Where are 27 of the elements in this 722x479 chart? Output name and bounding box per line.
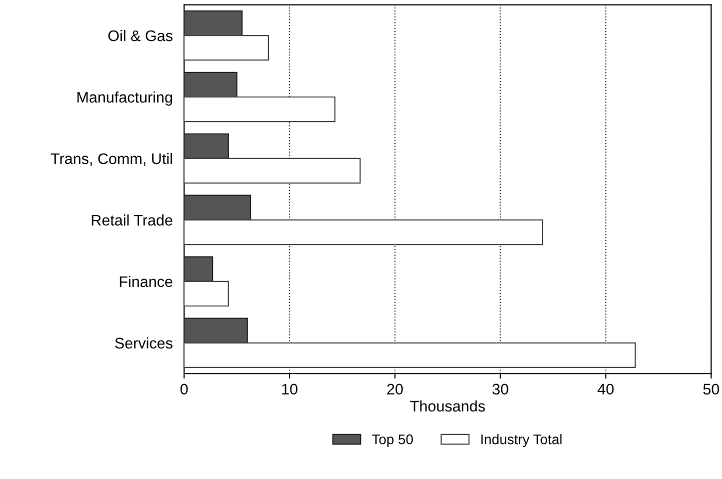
legend-label: Industry Total [481, 434, 562, 448]
bar [184, 158, 361, 184]
y-tick-label: Services [115, 337, 172, 349]
bar [184, 34, 269, 61]
legend-label: Top 50 [372, 434, 413, 448]
x-axis-title: Thousands [410, 400, 485, 412]
bar [184, 133, 229, 160]
bar [184, 72, 238, 98]
x-tick-label: 10 [282, 384, 298, 395]
y-tick-label: Retail Trade [92, 214, 172, 226]
bar [184, 194, 252, 220]
x-tick-label: 20 [387, 384, 403, 395]
x-tick-label: 50 [703, 384, 720, 395]
x-tick-label: 40 [598, 384, 614, 395]
y-tick-label: Trans, Comm, Util [50, 152, 172, 166]
bar [184, 219, 544, 246]
bar [184, 342, 636, 368]
x-tick-label: 0 [180, 384, 188, 395]
bar [184, 280, 229, 307]
bar [184, 96, 336, 122]
y-tick-label: Oil & Gas [108, 30, 172, 42]
bar [184, 318, 248, 344]
x-tick-label: 30 [492, 384, 508, 395]
y-tick-label: Finance [120, 276, 172, 288]
y-tick-label: Manufacturing [77, 91, 172, 106]
bar [184, 10, 243, 36]
bar [184, 256, 214, 282]
